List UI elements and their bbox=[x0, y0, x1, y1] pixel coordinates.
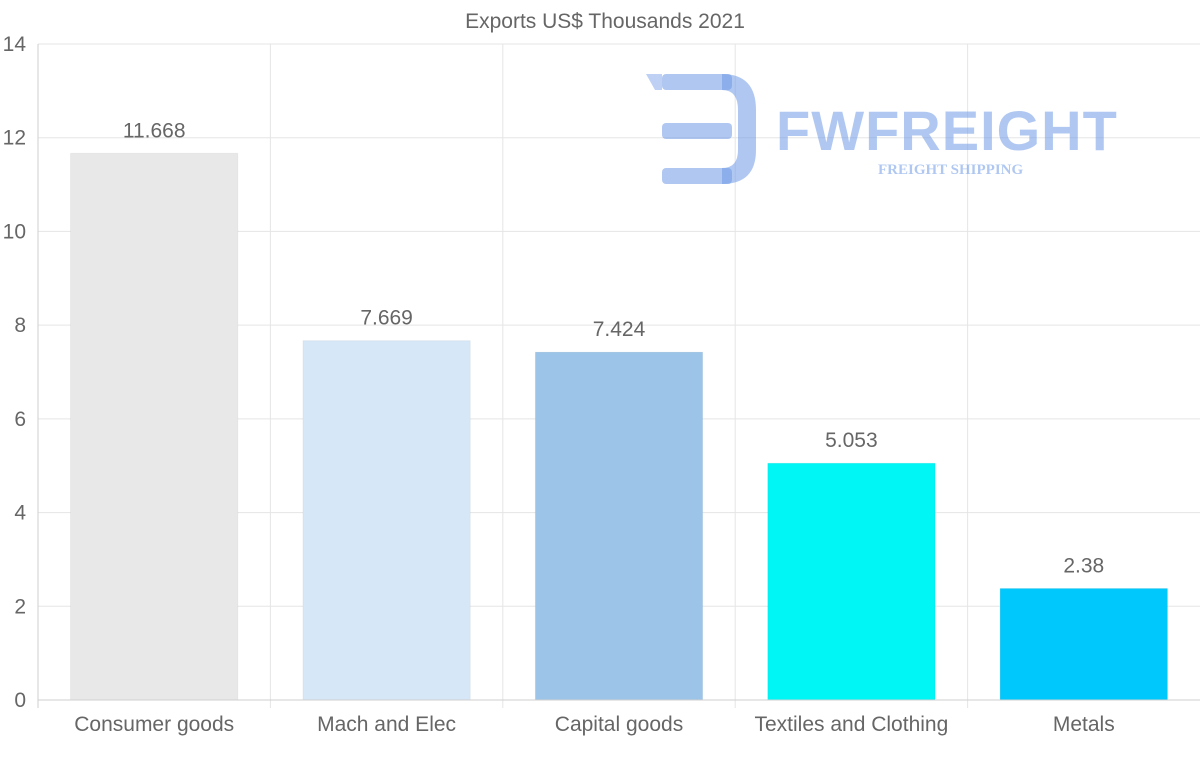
bar-consumer-goods[interactable] bbox=[71, 153, 238, 700]
y-tick-label: 2 bbox=[14, 595, 26, 618]
fwfreight-watermark: FWFREIGHT FREIGHT SHIPPING bbox=[646, 74, 1118, 184]
watermark-name: FWFREIGHT bbox=[776, 99, 1118, 162]
y-tick-label: 10 bbox=[3, 220, 26, 243]
y-tick-label: 12 bbox=[3, 127, 26, 150]
watermark-tagline: FREIGHT SHIPPING bbox=[878, 162, 1023, 178]
chart-title: Exports US$ Thousands 2021 bbox=[465, 10, 745, 33]
x-category-label: Metals bbox=[1053, 713, 1115, 736]
y-axis-ticks: 0 2 4 6 8 10 12 14 bbox=[3, 33, 27, 712]
y-tick-label: 0 bbox=[14, 689, 26, 712]
bar-chart: Exports US$ Thousands 2021 0 2 4 6 8 10 12 14 F… bbox=[0, 0, 1200, 763]
bar-textiles-and-clothing[interactable] bbox=[768, 463, 935, 700]
bar-capital-goods[interactable] bbox=[535, 352, 702, 700]
y-tick-label: 4 bbox=[14, 502, 26, 525]
y-tick-label: 14 bbox=[3, 33, 27, 56]
y-tick-label: 6 bbox=[14, 408, 26, 431]
x-category-label: Capital goods bbox=[555, 713, 683, 736]
x-category-label: Textiles and Clothing bbox=[755, 713, 949, 736]
bars bbox=[71, 153, 1168, 700]
bar-metals[interactable] bbox=[1000, 588, 1167, 700]
fwfreight-logo-icon bbox=[646, 74, 756, 184]
bar-value-label: 5.053 bbox=[825, 429, 878, 452]
bar-mach-and-elec[interactable] bbox=[303, 341, 470, 700]
x-category-label: Mach and Elec bbox=[317, 713, 456, 736]
bar-value-label: 7.669 bbox=[360, 307, 413, 330]
bar-value-label: 11.668 bbox=[123, 119, 186, 142]
bar-value-label: 7.424 bbox=[593, 318, 646, 341]
y-tick-label: 8 bbox=[14, 314, 26, 337]
x-axis-labels: Consumer goods Mach and Elec Capital goods… bbox=[74, 713, 1114, 736]
bar-value-label: 2.38 bbox=[1063, 554, 1104, 577]
x-category-label: Consumer goods bbox=[74, 713, 234, 736]
